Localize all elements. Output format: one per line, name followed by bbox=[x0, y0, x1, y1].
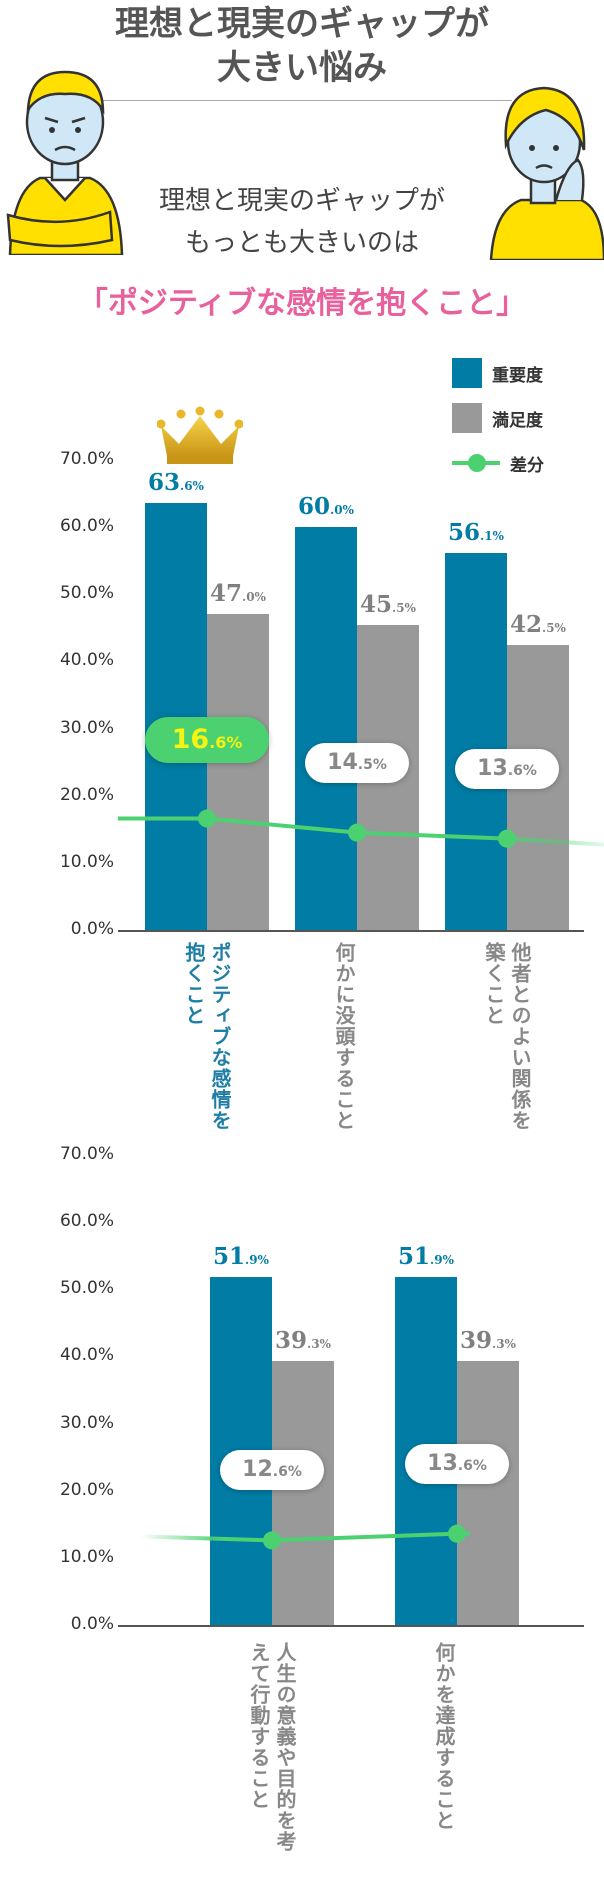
crown-icon bbox=[157, 406, 243, 464]
category-label: 何かに没頭すること bbox=[332, 942, 356, 1131]
title-divider bbox=[92, 100, 512, 101]
value-label-satisfaction: 42.5% bbox=[510, 610, 566, 638]
gap-value-label: 12.6% bbox=[220, 1450, 324, 1491]
gap-point bbox=[448, 1524, 466, 1543]
value-label-satisfaction: 45.5% bbox=[360, 590, 416, 618]
value-label-satisfaction: 39.3% bbox=[275, 1327, 331, 1355]
legend-swatch-satisfaction bbox=[452, 403, 482, 433]
y-tick-label: 40.0% bbox=[59, 650, 114, 671]
category-label: 他者とのよい関係を築くこと bbox=[482, 942, 532, 1131]
category-label: 人生の意義や目的を考えて行動すること bbox=[247, 1642, 297, 1852]
y-tick-label: 60.0% bbox=[59, 1211, 114, 1232]
value-label-satisfaction: 39.3% bbox=[460, 1327, 516, 1355]
title-line-1: 理想と現実のギャップが bbox=[115, 4, 489, 44]
legend-label-importance: 重要度 bbox=[492, 365, 543, 386]
legend-label-gap: 差分 bbox=[510, 455, 544, 476]
title-line-2: 大きい悩み bbox=[217, 48, 387, 88]
gap-point bbox=[198, 809, 216, 828]
legend-item-satisfaction: 満足度 bbox=[452, 400, 544, 436]
gap-value-label: 14.5% bbox=[305, 742, 409, 783]
gap-value-label: 16.6% bbox=[145, 716, 269, 763]
y-tick-label: 70.0% bbox=[59, 449, 114, 469]
worried-man-illustration bbox=[6, 70, 124, 255]
y-tick-label: 50.0% bbox=[59, 1278, 114, 1299]
gap-value-label: 13.6% bbox=[455, 748, 559, 789]
gap-line bbox=[139, 1531, 470, 1543]
page-title: 理想と現実のギャップが 大きい悩み bbox=[0, 2, 604, 90]
value-label-satisfaction: 47.0% bbox=[210, 580, 266, 608]
y-tick-label: 50.0% bbox=[59, 583, 114, 604]
category-label: ポジティブな感情を抱くこと bbox=[182, 942, 232, 1131]
legend: 重要度 満足度 差分 bbox=[452, 355, 544, 490]
bar-importance bbox=[295, 527, 357, 930]
y-tick-label: 10.0% bbox=[59, 1546, 114, 1567]
subtitle-line-1: 理想と現実のギャップが bbox=[158, 186, 445, 216]
legend-swatch-importance bbox=[452, 358, 482, 388]
y-tick-label: 70.0% bbox=[59, 1144, 114, 1164]
value-label-importance: 51.9% bbox=[213, 1242, 269, 1270]
value-label-importance: 60.0% bbox=[298, 493, 354, 521]
value-label-importance: 51.9% bbox=[398, 1242, 454, 1270]
legend-item-gap: 差分 bbox=[452, 445, 544, 481]
gap-point bbox=[348, 823, 366, 842]
category-label: 何かを達成すること bbox=[432, 1642, 456, 1831]
y-tick-label: 20.0% bbox=[59, 784, 114, 805]
bar-importance bbox=[145, 502, 207, 930]
y-tick-label: 20.0% bbox=[59, 1479, 114, 1500]
y-tick-label: 60.0% bbox=[59, 516, 114, 537]
y-tick-label: 0.0% bbox=[70, 1614, 114, 1634]
value-label-importance: 63.6% bbox=[148, 468, 204, 496]
subtitle-line-2: もっとも大きいのは bbox=[184, 228, 419, 258]
legend-line-gap bbox=[452, 454, 500, 472]
legend-item-importance: 重要度 bbox=[452, 355, 544, 391]
y-tick-label: 10.0% bbox=[59, 851, 114, 872]
subtitle: 理想と現実のギャップが もっとも大きいのは bbox=[0, 180, 604, 264]
value-label-importance: 56.1% bbox=[448, 519, 504, 547]
bar-importance bbox=[445, 553, 507, 930]
y-tick-label: 40.0% bbox=[59, 1345, 114, 1366]
gap-point bbox=[498, 829, 516, 848]
headline: 「ポジティブな感情を抱くこと」 bbox=[77, 286, 527, 321]
y-tick-label: 30.0% bbox=[59, 717, 114, 738]
worried-woman-illustration bbox=[489, 86, 604, 260]
gap-value-label: 13.6% bbox=[405, 1443, 509, 1484]
x-axis-line bbox=[118, 930, 584, 932]
y-tick-label: 30.0% bbox=[59, 1412, 114, 1433]
legend-label-satisfaction: 満足度 bbox=[492, 410, 543, 431]
gap-point bbox=[263, 1531, 281, 1550]
bar-satisfaction bbox=[272, 1361, 334, 1625]
x-axis-line bbox=[118, 1625, 584, 1627]
bar-satisfaction bbox=[457, 1361, 519, 1625]
bar-satisfaction bbox=[207, 614, 269, 930]
y-tick-label: 0.0% bbox=[70, 919, 114, 939]
